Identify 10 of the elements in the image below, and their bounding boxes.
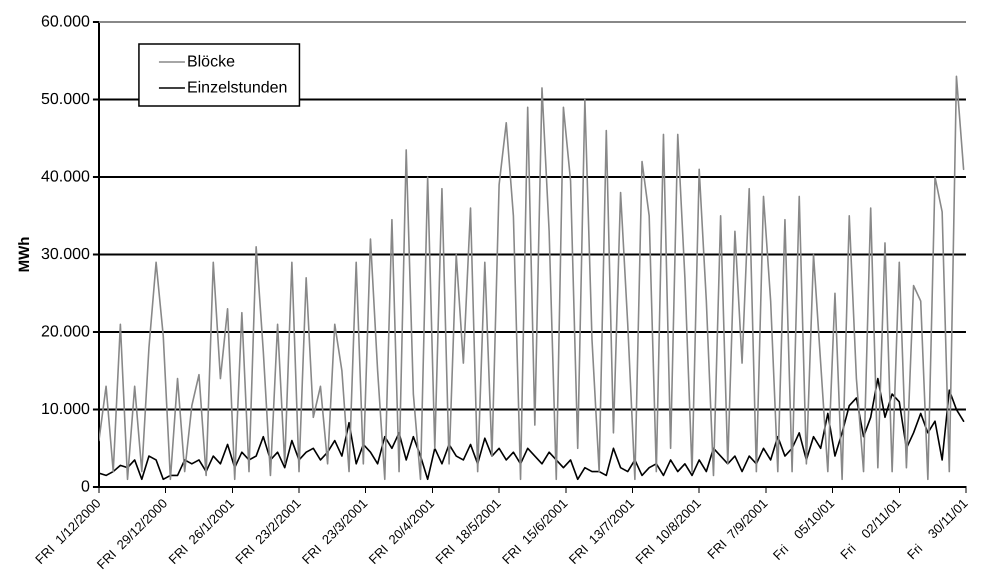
legend-label: Blöcke: [186, 53, 236, 70]
y-tick-label: 30.000: [41, 246, 90, 263]
y-tick-label: 20.000: [41, 323, 90, 340]
y-tick-label: 60.000: [41, 13, 90, 30]
y-tick-label: 40.000: [41, 168, 90, 186]
y-tick-label: 0: [81, 478, 90, 496]
legend-label: Einzelstunden: [186, 79, 288, 96]
y-axis-title: MWh: [16, 236, 34, 272]
y-tick-label: 50.000: [41, 90, 90, 108]
y-tick-label: 10.000: [41, 400, 90, 418]
